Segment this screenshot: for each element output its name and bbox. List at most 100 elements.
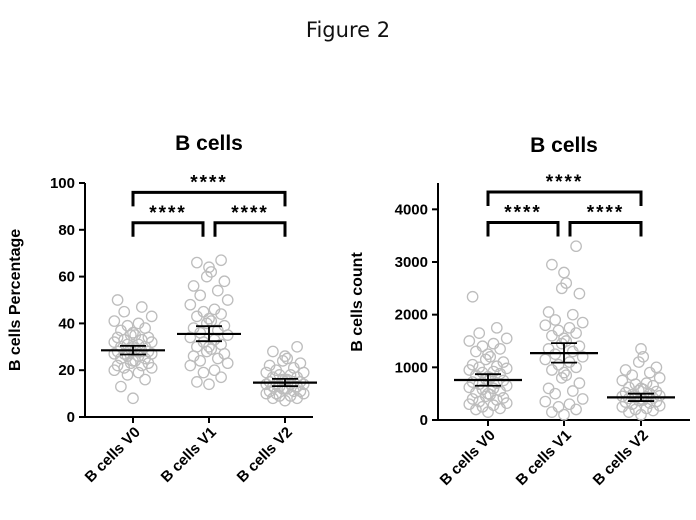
data-point: [560, 335, 573, 347]
data-point: [466, 376, 479, 388]
x-tick-label: B cells V2: [590, 427, 652, 489]
data-point: [576, 350, 589, 363]
data-point: [132, 317, 145, 330]
significance-bracket: [131, 221, 205, 237]
data-point: [558, 408, 570, 421]
data-point: [563, 398, 576, 411]
y-tick-label: 4000: [395, 201, 428, 218]
x-tick-label: B cells V1: [158, 424, 220, 486]
data-point: [623, 381, 635, 394]
data-point: [566, 308, 579, 321]
data-point: [111, 294, 124, 306]
data-point: [115, 380, 127, 393]
data-point: [552, 358, 565, 371]
data-point: [573, 377, 586, 389]
data-point: [215, 371, 227, 384]
data-point: [626, 388, 639, 401]
x-tick-label: B cells V0: [82, 424, 144, 486]
data-point: [566, 345, 579, 358]
data-point: [121, 319, 134, 332]
y-tick-label: 20: [58, 362, 75, 379]
data-point: [121, 369, 134, 381]
y-tick-label: 40: [58, 315, 75, 332]
data-point: [619, 364, 632, 376]
data-point: [570, 327, 582, 339]
data-point: [191, 256, 203, 269]
x-tick-label: B cells V1: [513, 427, 575, 489]
significance-bracket: [131, 190, 287, 207]
data-point: [208, 364, 221, 377]
data-point: [560, 369, 573, 382]
data-point: [132, 366, 145, 379]
data-point: [558, 266, 570, 279]
significance-label: ****: [546, 172, 584, 193]
data-point: [145, 310, 158, 323]
data-point: [647, 379, 659, 392]
data-point: [539, 353, 552, 366]
data-point: [215, 254, 227, 267]
data-point: [635, 343, 647, 355]
data-point: [129, 329, 142, 341]
data-point: [194, 289, 207, 302]
data-point: [616, 374, 629, 387]
data-point: [221, 294, 234, 306]
data-point: [539, 319, 552, 332]
data-point: [570, 403, 582, 416]
data-point: [497, 356, 510, 368]
significance-label: ****: [504, 203, 542, 224]
data-point: [653, 372, 666, 384]
data-point: [566, 385, 579, 397]
data-point: [135, 301, 148, 313]
data-point: [118, 305, 131, 318]
data-point: [267, 345, 279, 358]
data-point: [476, 340, 489, 353]
data-point: [203, 378, 215, 391]
data-point: [494, 343, 506, 355]
data-point: [127, 392, 139, 405]
data-point: [482, 348, 494, 361]
data-point: [626, 369, 639, 382]
data-point: [108, 315, 121, 327]
data-point: [626, 398, 639, 411]
data-point: [500, 332, 513, 345]
data-point: [218, 275, 231, 288]
data-point: [570, 361, 582, 374]
significance-label: ****: [190, 172, 228, 193]
data-point: [490, 321, 503, 334]
data-point: [549, 314, 562, 326]
data-point: [546, 258, 558, 271]
x-tick-label: B cells V2: [234, 424, 296, 486]
data-point: [637, 350, 650, 363]
data-point: [558, 366, 570, 379]
y-tick-label: 3000: [395, 254, 428, 271]
data-point: [570, 240, 582, 253]
data-point: [552, 324, 565, 337]
data-point: [197, 305, 210, 318]
y-tick-label: 1000: [395, 359, 428, 376]
data-point: [466, 358, 479, 371]
data-point: [576, 393, 589, 405]
chart-panel-1: B cells B cells Percentage 0 20 40 60 80 100 B c…: [7, 132, 317, 486]
y-tick-label: 0: [420, 412, 428, 429]
data-point: [640, 377, 653, 389]
data-point: [546, 406, 558, 418]
significance-bracket: [486, 221, 560, 237]
data-point: [539, 395, 552, 408]
data-point: [484, 350, 497, 363]
chart-panel-2: B cells B cells count 0 1000 2000 3000 4000 B c…: [349, 134, 690, 489]
significance-bracket: [486, 190, 643, 206]
y-tick-label: 0: [67, 409, 75, 426]
data-point: [546, 364, 558, 376]
data-point: [473, 327, 486, 339]
data-point: [643, 366, 656, 379]
y-axis-label: B cells count: [349, 252, 366, 352]
data-point: [284, 369, 297, 381]
data-point: [549, 387, 562, 400]
significance-label: ****: [231, 203, 269, 224]
data-point: [563, 321, 576, 334]
data-point: [497, 392, 510, 404]
data-point: [573, 340, 586, 353]
y-axis-label: B cells Percentage: [7, 229, 24, 371]
data-point: [466, 393, 479, 405]
data-point: [139, 373, 151, 386]
